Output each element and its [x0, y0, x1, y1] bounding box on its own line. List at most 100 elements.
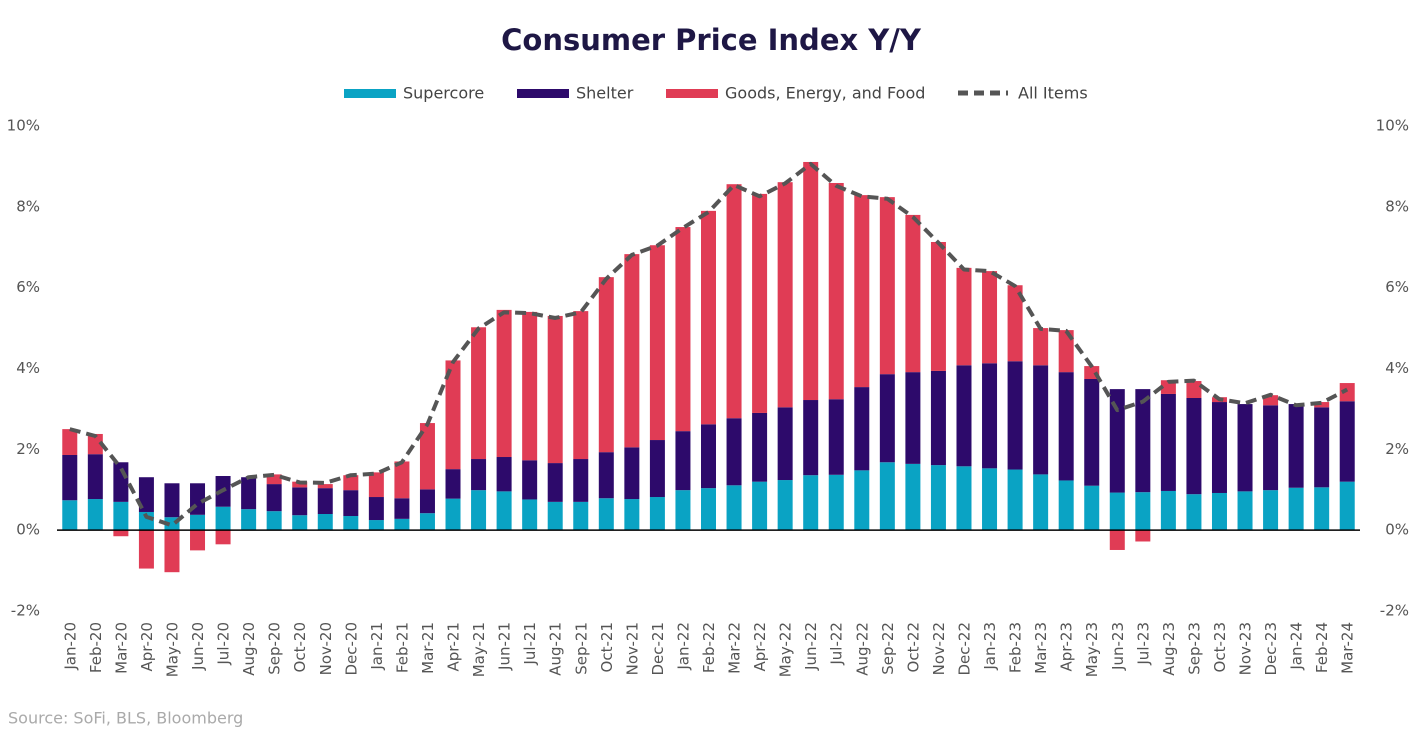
bar [1033, 328, 1049, 366]
legend-key [517, 89, 569, 98]
bar [1314, 402, 1330, 408]
x-tick-label: Feb-22 [700, 622, 718, 673]
bar [828, 474, 844, 531]
x-tick-label: Aug-23 [1160, 622, 1178, 676]
bar [982, 363, 998, 469]
x-tick-label: Feb-21 [393, 622, 411, 673]
x-tick-label: Dec-23 [1262, 622, 1280, 676]
bar [1135, 389, 1151, 493]
bar [471, 490, 487, 531]
bar [956, 267, 972, 366]
legend-label: Supercore [403, 84, 484, 103]
x-tick-label: Nov-20 [317, 622, 335, 675]
bar [752, 412, 768, 482]
x-tick-label: Apr-22 [751, 622, 769, 672]
bar [343, 490, 359, 517]
x-tick-label: Feb-20 [87, 622, 105, 673]
bar [803, 475, 819, 531]
bar [1288, 404, 1304, 488]
bar [1109, 530, 1125, 550]
legend-label: Shelter [576, 84, 634, 103]
x-tick-label: Aug-20 [240, 622, 258, 676]
bar [624, 447, 640, 500]
x-tick-label: Dec-21 [649, 622, 667, 676]
bar [1007, 361, 1023, 470]
bar [752, 481, 768, 531]
bar [496, 309, 512, 458]
y-tick-label: 10% [7, 117, 40, 135]
bar [1007, 469, 1023, 531]
bar [956, 365, 972, 467]
bar [164, 530, 180, 573]
bar [1339, 401, 1355, 482]
bar [164, 483, 180, 518]
line [69, 161, 1349, 528]
chart-title: Consumer Price Index Y/Y [501, 23, 922, 57]
bar [522, 499, 538, 531]
x-tick-label: Jan-21 [368, 622, 386, 671]
x-tick-label: Apr-21 [445, 622, 463, 672]
bar [292, 481, 308, 488]
bar [215, 506, 231, 531]
bar [266, 484, 282, 512]
x-tick-label: Mar-24 [1339, 622, 1357, 674]
bar [1109, 492, 1125, 531]
x-tick-label: Jan-24 [1288, 622, 1306, 671]
x-tick-label: May-20 [163, 622, 181, 677]
bar [1237, 404, 1253, 492]
bar [266, 511, 282, 531]
y2-tick-label: 10% [1376, 117, 1409, 135]
bar [1033, 474, 1049, 531]
bar [1058, 372, 1074, 481]
x-tick-label: Jul-23 [1134, 622, 1152, 666]
bar [1314, 407, 1330, 488]
x-tick-label: Sep-20 [266, 622, 284, 675]
y-tick-label: 4% [16, 359, 40, 377]
bar [62, 500, 78, 531]
bar [317, 484, 333, 489]
bar [1033, 365, 1049, 475]
bar [292, 487, 308, 516]
bar [879, 374, 895, 463]
legend-label: Goods, Energy, and Food [725, 84, 925, 103]
legend-key [666, 89, 718, 98]
x-tick-label: Dec-20 [342, 622, 360, 676]
x-tick-label: Dec-22 [955, 622, 973, 676]
bar [471, 327, 487, 460]
x-tick-label: Oct-23 [1211, 622, 1229, 672]
bar [368, 520, 384, 531]
bar [547, 501, 563, 531]
x-tick-label: Jan-22 [674, 622, 692, 671]
x-tick-label: Apr-23 [1058, 622, 1076, 672]
bar [1211, 492, 1227, 531]
bar [1288, 487, 1304, 531]
bar [701, 210, 716, 425]
y-tick-label: 8% [16, 197, 40, 215]
bar [828, 399, 844, 475]
bar [87, 433, 103, 455]
bar [1339, 481, 1355, 531]
bar [266, 474, 282, 485]
bar [241, 477, 257, 510]
x-tick-label: Sep-22 [879, 622, 897, 675]
bar [1058, 330, 1074, 373]
bar [726, 485, 742, 531]
bar [113, 462, 129, 502]
y2-tick-label: 2% [1385, 440, 1409, 458]
bar [573, 501, 589, 531]
bar [777, 480, 793, 531]
x-tick-label: Feb-23 [1007, 622, 1025, 673]
x-tick-label: Mar-23 [1032, 622, 1050, 674]
bar [471, 459, 487, 491]
bar [496, 491, 512, 531]
bar [496, 457, 512, 492]
bar [649, 245, 665, 441]
bar [62, 454, 78, 501]
bar [649, 440, 665, 498]
x-tick-label: Nov-22 [930, 622, 948, 675]
y-tick-label: 0% [16, 521, 40, 539]
bar [624, 499, 640, 531]
x-tick-label: Jan-20 [61, 622, 79, 671]
x-tick-label: Feb-24 [1313, 622, 1331, 673]
bar [854, 195, 870, 388]
